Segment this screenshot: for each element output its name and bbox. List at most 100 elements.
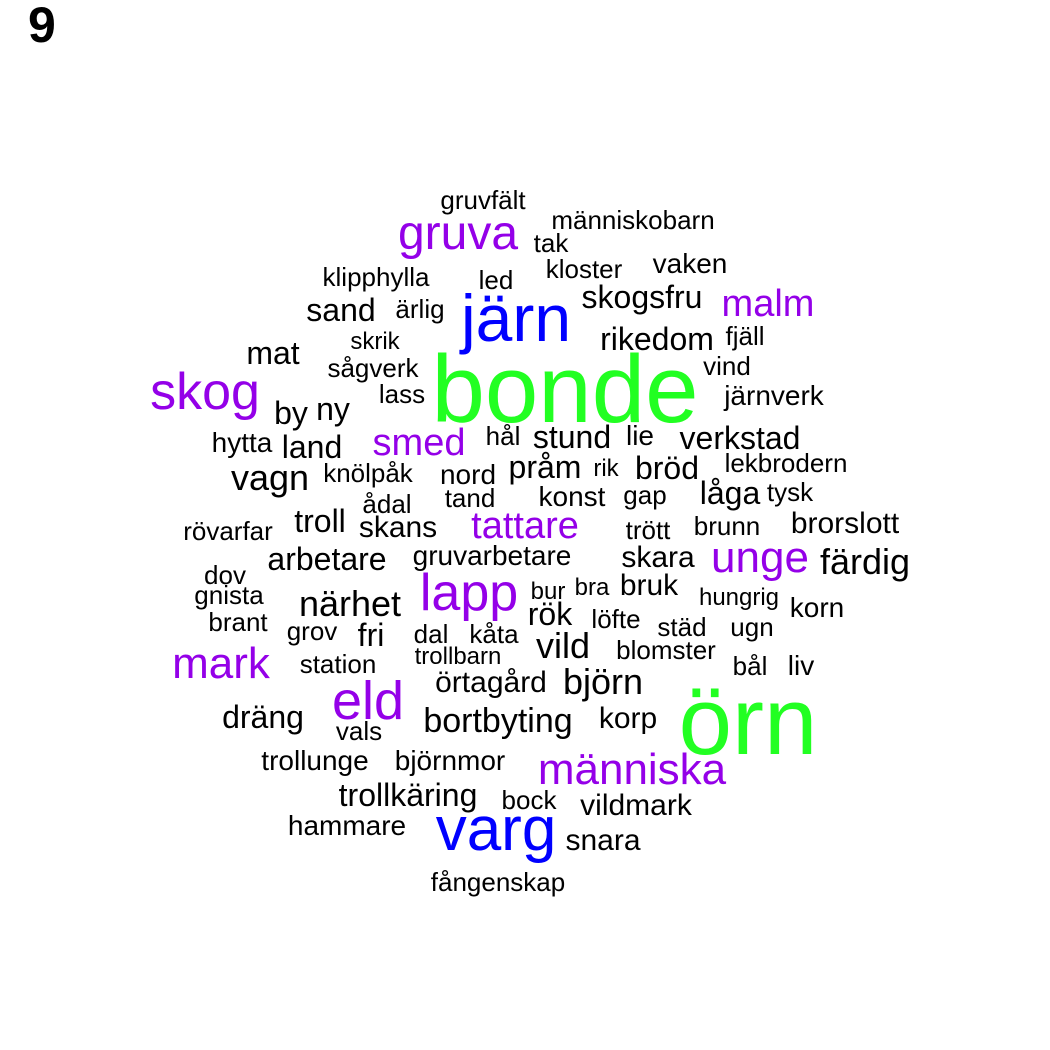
word-015: människobarn [551, 205, 715, 235]
word-059: arbetare [267, 541, 387, 577]
word-058: brorslott [790, 507, 900, 540]
word-097: hammare [287, 810, 407, 841]
word-024: mat [246, 335, 300, 371]
word-093: björnmor [394, 745, 506, 776]
word-034: hytta [211, 427, 273, 458]
word-009: unge [711, 533, 809, 582]
word-037: stund [532, 419, 612, 455]
word-016: tak [533, 228, 569, 258]
word-071: rök [527, 596, 573, 632]
word-042: nord [439, 459, 497, 490]
word-010: lapp [419, 564, 519, 622]
word-076: dal [413, 619, 449, 649]
word-063: dov [204, 560, 246, 590]
word-086: örtagård [435, 666, 547, 699]
word-017: klipphylla [322, 262, 430, 292]
word-094: trollkäring [338, 777, 478, 813]
word-087: björn [562, 661, 644, 702]
word-002: järn [460, 281, 572, 355]
word-061: skara [621, 541, 695, 574]
panel-number: 9 [28, 0, 56, 53]
word-046: lekbrodern [724, 448, 848, 478]
word-018: led [478, 265, 514, 295]
word-035: land [281, 429, 343, 465]
word-075: fri [357, 617, 385, 653]
word-082: blomster [616, 635, 716, 665]
word-077: kåta [469, 619, 519, 649]
word-026: rikedom [600, 321, 714, 357]
word-029: vind [703, 351, 751, 381]
word-057: brunn [693, 511, 761, 541]
word-020: vaken [652, 248, 728, 279]
word-041: knölpåk [323, 458, 413, 488]
word-080: vild [535, 625, 591, 666]
word-007: smed [372, 422, 466, 464]
word-081: trollbarn [414, 643, 502, 670]
word-023: skogsfru [581, 279, 703, 315]
word-033: ny [316, 391, 350, 427]
word-028: sågverk [327, 353, 419, 383]
word-065: bra [574, 574, 610, 601]
word-095: bock [501, 785, 557, 815]
word-088: dräng [222, 699, 304, 735]
word-025: skrik [350, 328, 400, 355]
word-052: tysk [766, 477, 814, 507]
word-036: hål [485, 421, 521, 451]
word-012: eld [331, 671, 405, 731]
word-006: skog [150, 363, 260, 421]
word-044: rik [593, 455, 619, 482]
word-085: liv [787, 650, 815, 681]
word-013: människa [537, 745, 727, 794]
word-067: gnista [194, 580, 264, 610]
word-099: fångenskap [430, 867, 566, 897]
word-031: järnverk [724, 380, 824, 411]
word-050: gap [623, 480, 667, 510]
word-070: korn [789, 592, 845, 623]
word-084: bål [732, 651, 768, 681]
word-069: hungrig [698, 584, 780, 611]
word-048: tand [444, 483, 496, 513]
word-060: gruvarbetare [412, 540, 572, 571]
word-062: färdig [819, 541, 911, 582]
word-030: lass [378, 379, 426, 409]
word-004: gruva [397, 207, 519, 260]
word-079: ugn [730, 612, 774, 642]
word-098: snara [565, 824, 641, 857]
word-019: kloster [545, 254, 623, 284]
word-072: löfte [591, 604, 641, 634]
word-021: sand [306, 292, 376, 328]
word-014: gruvfält [440, 185, 526, 215]
word-054: troll [294, 503, 346, 539]
word-027: fjäll [725, 321, 765, 351]
word-064: bur [530, 578, 566, 605]
word-043: pråm [508, 449, 582, 485]
word-066: bruk [619, 569, 679, 602]
word-092: trollunge [261, 745, 369, 776]
word-032: by [274, 395, 308, 431]
word-005: malm [721, 283, 815, 325]
word-073: brant [208, 607, 268, 637]
word-068: närhet [298, 583, 402, 624]
word-074: grov [286, 616, 338, 646]
word-083: station [299, 649, 377, 679]
word-022: ärlig [395, 294, 445, 324]
word-089: bortbyting [423, 702, 573, 740]
word-090: korp [598, 702, 658, 735]
word-003: varg [435, 795, 557, 864]
word-001: örn [678, 668, 818, 775]
word-045: bröd [634, 450, 700, 486]
word-049: konst [538, 481, 606, 512]
word-078: städ [657, 612, 707, 642]
word-011: mark [172, 639, 270, 688]
word-096: vildmark [580, 789, 692, 822]
word-047: ådal [362, 489, 412, 519]
word-038: lie [625, 420, 655, 451]
word-091: vals [335, 716, 383, 746]
word-040: vagn [230, 457, 310, 498]
word-051: låga [699, 475, 761, 511]
word-000: bonde [431, 336, 699, 443]
word-039: verkstad [679, 420, 801, 456]
word-055: skans [358, 511, 438, 544]
